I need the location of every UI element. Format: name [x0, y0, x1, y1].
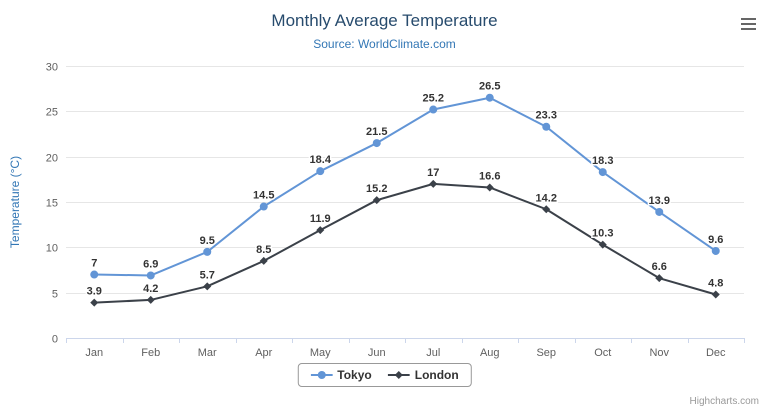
data-label-tokyo: 18.4 [310, 154, 332, 166]
data-point-london[interactable] [146, 295, 155, 304]
data-point-london[interactable] [203, 282, 212, 291]
data-label-tokyo: 6.9 [143, 258, 158, 270]
x-axis-label: Dec [706, 347, 726, 359]
data-point-london[interactable] [372, 196, 381, 205]
y-axis-label: 15 [46, 198, 58, 210]
y-axis-label: 5 [52, 289, 58, 301]
x-axis-label: Mar [198, 347, 217, 359]
data-label-london: 8.5 [256, 244, 271, 256]
data-label-tokyo: 23.3 [536, 110, 557, 122]
data-point-tokyo[interactable] [203, 247, 212, 256]
data-label-london: 3.9 [87, 286, 102, 298]
data-point-london[interactable] [655, 274, 664, 283]
data-point-tokyo[interactable] [485, 93, 494, 102]
x-axis-label: Jun [368, 347, 386, 359]
data-point-london[interactable] [485, 183, 494, 192]
y-axis-title: Temperature (°C) [8, 155, 22, 249]
legend-label-tokyo: Tokyo [337, 368, 372, 382]
legend-label-london: London [414, 368, 459, 382]
data-label-tokyo: 13.9 [649, 195, 670, 207]
data-point-tokyo[interactable] [542, 122, 551, 131]
series-line-tokyo [94, 96, 717, 277]
data-point-london[interactable] [259, 256, 268, 265]
data-label-london: 11.9 [310, 213, 331, 225]
y-axis-label: 0 [52, 334, 58, 346]
x-axis-label: Jul [426, 347, 440, 359]
chart-title: Monthly Average Temperature [271, 11, 498, 30]
x-axis-label: Oct [594, 347, 611, 359]
data-point-tokyo[interactable] [598, 168, 607, 177]
data-label-tokyo: 9.5 [200, 235, 215, 247]
x-axis-label: May [310, 347, 331, 359]
data-label-london: 17 [427, 167, 439, 179]
data-point-tokyo[interactable] [90, 270, 99, 279]
data-label-tokyo: 9.6 [708, 234, 723, 246]
data-point-tokyo[interactable] [655, 207, 664, 216]
data-point-tokyo[interactable] [316, 167, 325, 176]
data-label-london: 6.6 [652, 261, 667, 273]
data-label-london: 4.2 [143, 283, 158, 295]
london-series-marker-icon [387, 371, 410, 379]
data-label-tokyo: 7 [91, 258, 97, 270]
data-point-london[interactable] [316, 226, 325, 235]
y-axis-label: 25 [46, 107, 58, 119]
data-point-tokyo[interactable] [711, 246, 720, 255]
data-label-london: 14.2 [536, 192, 557, 204]
data-label-london: 4.8 [708, 277, 723, 289]
data-point-tokyo[interactable] [259, 202, 268, 211]
data-point-london[interactable] [90, 298, 99, 307]
credits-link[interactable]: Highcharts.com [689, 396, 759, 407]
data-point-tokyo[interactable] [372, 139, 381, 148]
legend-item-london[interactable]: London [387, 368, 459, 382]
data-point-tokyo[interactable] [429, 105, 438, 114]
y-axis-label: 10 [46, 243, 58, 255]
data-label-london: 16.6 [479, 170, 500, 182]
x-axis-label: Apr [255, 347, 272, 359]
data-point-tokyo[interactable] [146, 271, 155, 280]
data-label-tokyo: 25.2 [423, 93, 444, 105]
x-axis-label: Sep [536, 347, 556, 359]
data-label-tokyo: 14.5 [253, 190, 274, 202]
data-label-london: 15.2 [366, 183, 387, 195]
y-axis-label: 20 [46, 153, 58, 165]
data-label-london: 10.3 [592, 228, 613, 240]
hamburger-icon [741, 18, 756, 30]
legend-item-tokyo[interactable]: Tokyo [310, 368, 372, 382]
tokyo-series-marker-icon [310, 371, 333, 379]
chart-subtitle: Source: WorldClimate.com [313, 37, 456, 51]
data-point-london[interactable] [711, 290, 720, 299]
context-menu-button[interactable] [738, 12, 759, 36]
series-line-london [94, 182, 717, 304]
data-label-tokyo: 21.5 [366, 126, 387, 138]
x-axis-label: Feb [141, 347, 160, 359]
data-label-london: 5.7 [200, 269, 215, 281]
data-point-london[interactable] [542, 205, 551, 214]
y-axis-label: 30 [46, 62, 58, 74]
data-label-tokyo: 18.3 [592, 155, 613, 167]
x-axis-label: Aug [480, 347, 500, 359]
x-axis-label: Jan [85, 347, 103, 359]
x-axis-label: Nov [649, 347, 669, 359]
data-point-london[interactable] [598, 240, 607, 249]
legend: Tokyo London [297, 363, 472, 387]
data-label-tokyo: 26.5 [479, 81, 500, 93]
data-point-london[interactable] [429, 179, 438, 188]
